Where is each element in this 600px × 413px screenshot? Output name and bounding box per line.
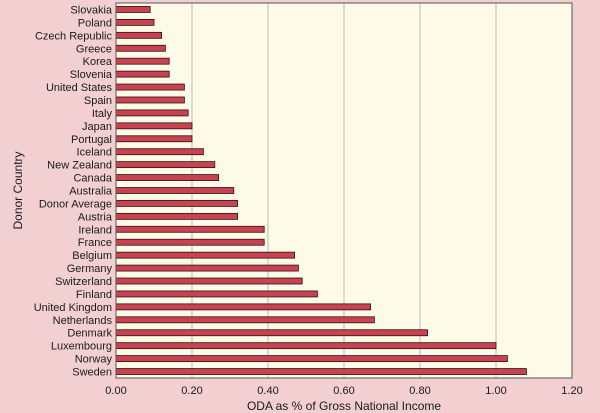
- bar: [115, 342, 497, 350]
- bar: [115, 161, 216, 169]
- category-label: Japan: [82, 121, 112, 133]
- category-label: Poland: [78, 17, 112, 29]
- bar: [115, 31, 162, 39]
- category-label: New Zealand: [47, 160, 112, 172]
- x-tick-label: 0.20: [181, 385, 202, 397]
- bar: [115, 264, 299, 272]
- bar: [115, 225, 265, 233]
- category-label: Australia: [69, 186, 113, 198]
- bar: [115, 290, 318, 298]
- category-label: Donor Average: [39, 198, 112, 210]
- bar: [115, 83, 185, 91]
- bar: [115, 174, 219, 181]
- bar: [115, 96, 185, 104]
- bar: [115, 135, 193, 143]
- category-label: Canada: [73, 173, 112, 185]
- category-label: Luxembourg: [51, 341, 112, 353]
- x-tick-label: 1.00: [485, 385, 506, 397]
- bar: [115, 57, 170, 65]
- bar: [115, 148, 204, 156]
- category-label: Denmark: [67, 328, 112, 340]
- bar: [115, 187, 235, 194]
- bar: [115, 368, 527, 375]
- bar: [115, 316, 375, 324]
- category-label: Czech Republic: [35, 30, 113, 42]
- category-label: Spain: [84, 95, 112, 107]
- bar: [115, 44, 166, 52]
- category-label: Italy: [92, 108, 113, 120]
- bar: [115, 212, 238, 220]
- category-label: Finland: [76, 289, 112, 301]
- category-label: Austria: [78, 211, 113, 223]
- x-tick-label: 1.20: [561, 385, 582, 397]
- category-label: France: [78, 237, 112, 249]
- category-label: Slovenia: [70, 69, 113, 81]
- category-label: United Kingdom: [34, 302, 112, 314]
- x-tick-label: 0.60: [333, 385, 354, 397]
- x-axis-title: ODA as % of Gross National Income: [247, 399, 441, 413]
- category-label: Korea: [83, 56, 113, 68]
- category-label: Greece: [76, 43, 112, 55]
- category-label: Norway: [75, 354, 113, 366]
- bar: [115, 277, 303, 285]
- category-label: Slovakia: [70, 4, 112, 16]
- category-label: Netherlands: [53, 315, 113, 327]
- category-label: Sweden: [72, 367, 112, 379]
- bar: [115, 18, 155, 26]
- bar: [115, 355, 508, 363]
- x-tick-label: 0.80: [409, 385, 430, 397]
- x-tick-label: 0.00: [105, 385, 126, 397]
- y-axis-title: Donor Country: [11, 151, 25, 229]
- category-label: Portugal: [71, 134, 112, 146]
- category-label: Ireland: [78, 224, 112, 236]
- category-label: Germany: [67, 263, 113, 275]
- category-label: Belgium: [72, 250, 112, 262]
- bar: [115, 238, 265, 246]
- bar: [115, 251, 296, 259]
- bar: [115, 329, 429, 337]
- category-label: Iceland: [77, 147, 112, 159]
- category-label: United States: [46, 82, 113, 94]
- category-label: Switzerland: [55, 276, 112, 288]
- bar: [115, 303, 372, 311]
- bar: [115, 109, 189, 117]
- bar: [115, 122, 193, 130]
- bar: [115, 200, 238, 207]
- x-tick-label: 0.40: [257, 385, 278, 397]
- bar: [115, 70, 170, 78]
- plot-frame: [115, 2, 573, 379]
- bar: [115, 6, 151, 13]
